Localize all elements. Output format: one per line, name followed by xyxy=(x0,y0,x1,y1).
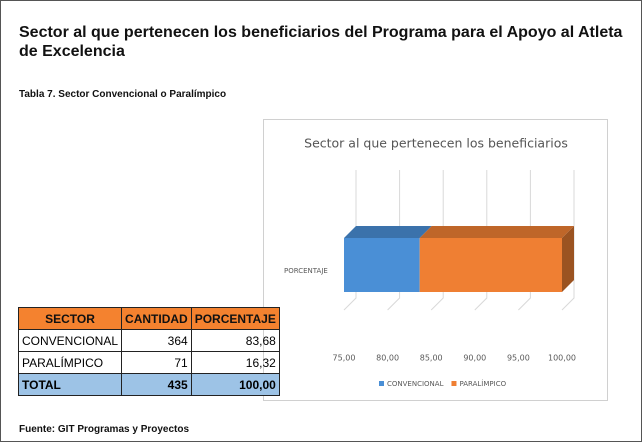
x-tick-label: 85,00 xyxy=(420,354,443,363)
chart-title: Sector al que pertenecen los beneficiari… xyxy=(304,136,568,151)
bar-segment-top xyxy=(419,226,574,238)
chart: Sector al que pertenecen los beneficiari… xyxy=(284,136,576,389)
data-table: SECTOR CANTIDAD PORCENTAJE CONVENCIONAL 364 8… xyxy=(17,307,280,396)
grid-line xyxy=(474,170,488,311)
x-tick-label: 95,00 xyxy=(507,354,530,363)
grid-line xyxy=(561,170,575,311)
column-header: CANTIDAD xyxy=(121,307,192,330)
legend-swatch xyxy=(379,381,384,386)
table-cell: CONVENCIONAL xyxy=(17,329,123,352)
page-title: Sector al que pertenecen los beneficiari… xyxy=(19,24,623,60)
table-cell: 364 xyxy=(121,329,192,352)
x-tick-label: 75,00 xyxy=(333,354,356,363)
grid-line xyxy=(430,170,444,311)
table-cell: TOTAL xyxy=(17,373,123,396)
table-row: CONVENCIONAL 364 83,68 xyxy=(17,329,280,352)
table-caption: Tabla 7. Sector Convencional o Paralímpi… xyxy=(19,89,227,100)
table-cell: 100,00 xyxy=(190,373,280,396)
grid-line xyxy=(387,170,401,311)
column-header: SECTOR xyxy=(17,307,123,330)
grid-line xyxy=(518,170,531,311)
table-row: PARALÍMPICO 71 16,32 xyxy=(17,351,280,374)
x-tick-label: 80,00 xyxy=(376,354,399,363)
column-header: PORCENTAJE xyxy=(190,307,280,330)
table-cell: 16,32 xyxy=(190,351,280,374)
x-tick-label: 100,00 xyxy=(548,354,576,363)
legend-label: PARALÍMPICO xyxy=(459,379,506,388)
chart-box: Sector al que pertenecen los beneficiari… xyxy=(263,119,608,401)
table-cell: PARALÍMPICO xyxy=(17,351,123,374)
table-cell: 83,68 xyxy=(190,329,280,352)
table-row: TOTAL 435 100,00 xyxy=(17,373,280,396)
bar-segment xyxy=(419,238,562,292)
header-row: SECTOR CANTIDAD PORCENTAJE xyxy=(17,307,280,330)
table-cell: 71 xyxy=(121,351,192,374)
source-note: Fuente: GIT Programas y Proyectos xyxy=(19,424,190,435)
category-label: PORCENTAJE xyxy=(284,267,328,275)
bar-segment-side xyxy=(562,226,574,292)
bar-segment-top xyxy=(344,226,432,238)
grid-line xyxy=(343,170,357,311)
bar-segment xyxy=(344,238,420,292)
legend-swatch xyxy=(451,381,457,386)
table-cell: 435 xyxy=(121,373,192,396)
x-tick-label: 90,00 xyxy=(463,354,486,363)
legend-label: CONVENCIONAL xyxy=(387,380,444,388)
